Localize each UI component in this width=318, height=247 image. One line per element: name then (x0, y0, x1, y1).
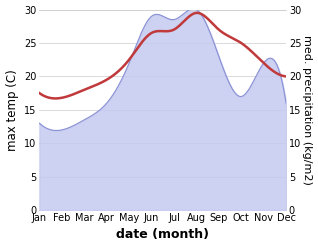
Y-axis label: med. precipitation (kg/m2): med. precipitation (kg/m2) (302, 35, 313, 185)
Y-axis label: max temp (C): max temp (C) (5, 69, 18, 151)
X-axis label: date (month): date (month) (116, 228, 209, 242)
